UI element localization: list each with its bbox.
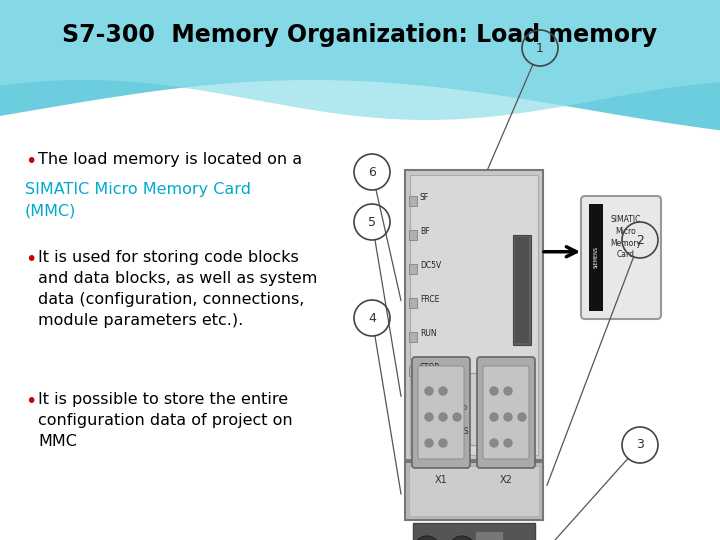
Text: It is possible to store the entire
configuration data of project on
MMC: It is possible to store the entire confi… <box>38 392 292 449</box>
Circle shape <box>439 439 447 447</box>
Circle shape <box>414 536 440 540</box>
Text: The load memory is located on a: The load memory is located on a <box>38 152 302 167</box>
Text: RUN: RUN <box>420 329 436 339</box>
Circle shape <box>490 439 498 447</box>
Text: 4: 4 <box>368 312 376 325</box>
Text: BF: BF <box>420 227 430 237</box>
Bar <box>405 170 543 460</box>
Text: 1: 1 <box>536 42 544 55</box>
Bar <box>409 366 417 376</box>
Bar <box>515 237 529 343</box>
FancyBboxPatch shape <box>581 196 661 319</box>
PathPatch shape <box>0 0 720 120</box>
Circle shape <box>425 387 433 395</box>
Text: It is used for storing code blocks
and data blocks, as well as system
data (conf: It is used for storing code blocks and d… <box>38 250 318 328</box>
Text: •: • <box>25 392 37 411</box>
Bar <box>513 235 531 345</box>
Circle shape <box>490 387 498 395</box>
Bar <box>423 373 525 445</box>
Circle shape <box>425 439 433 447</box>
Circle shape <box>504 387 512 395</box>
Text: •: • <box>25 152 37 171</box>
FancyBboxPatch shape <box>418 366 464 459</box>
Bar <box>409 264 417 274</box>
Text: RUN: RUN <box>447 383 464 393</box>
Circle shape <box>425 413 433 421</box>
Circle shape <box>490 413 498 421</box>
Text: SIEMENS: SIEMENS <box>593 246 598 268</box>
Text: 5: 5 <box>368 215 376 228</box>
Text: SIMATIC Micro Memory Card
(MMC): SIMATIC Micro Memory Card (MMC) <box>25 182 251 218</box>
Bar <box>409 230 417 240</box>
FancyBboxPatch shape <box>477 357 535 468</box>
Text: STOP: STOP <box>420 363 440 373</box>
Text: 2: 2 <box>636 233 644 246</box>
Bar <box>475 531 503 540</box>
Circle shape <box>449 536 475 540</box>
Bar <box>413 523 535 540</box>
Text: 3: 3 <box>636 438 644 451</box>
Bar <box>405 462 543 520</box>
Text: STOP: STOP <box>447 406 467 415</box>
Text: X1: X1 <box>435 475 447 485</box>
Circle shape <box>453 413 461 421</box>
Text: SF: SF <box>420 193 429 202</box>
FancyBboxPatch shape <box>483 366 529 459</box>
PathPatch shape <box>0 0 720 130</box>
Text: •: • <box>25 250 37 269</box>
Text: 6: 6 <box>368 165 376 179</box>
Circle shape <box>439 413 447 421</box>
Text: SIMATIC
Micro
Memory
Card: SIMATIC Micro Memory Card <box>611 215 642 259</box>
Text: X2: X2 <box>500 475 513 485</box>
Bar <box>427 427 443 439</box>
Bar <box>409 332 417 342</box>
Bar <box>427 383 443 395</box>
Text: S7-300  Memory Organization: Load memory: S7-300 Memory Organization: Load memory <box>63 23 657 47</box>
Circle shape <box>504 413 512 421</box>
Text: FRCE: FRCE <box>420 295 439 305</box>
Circle shape <box>518 413 526 421</box>
FancyBboxPatch shape <box>412 357 470 468</box>
Bar <box>427 405 443 417</box>
Bar <box>409 466 539 516</box>
Bar <box>589 204 603 311</box>
Text: DC5V: DC5V <box>420 261 441 271</box>
Circle shape <box>504 439 512 447</box>
Bar <box>409 298 417 308</box>
Bar <box>409 196 417 206</box>
Text: MRES: MRES <box>447 428 469 436</box>
Circle shape <box>439 387 447 395</box>
Bar <box>410 175 538 455</box>
